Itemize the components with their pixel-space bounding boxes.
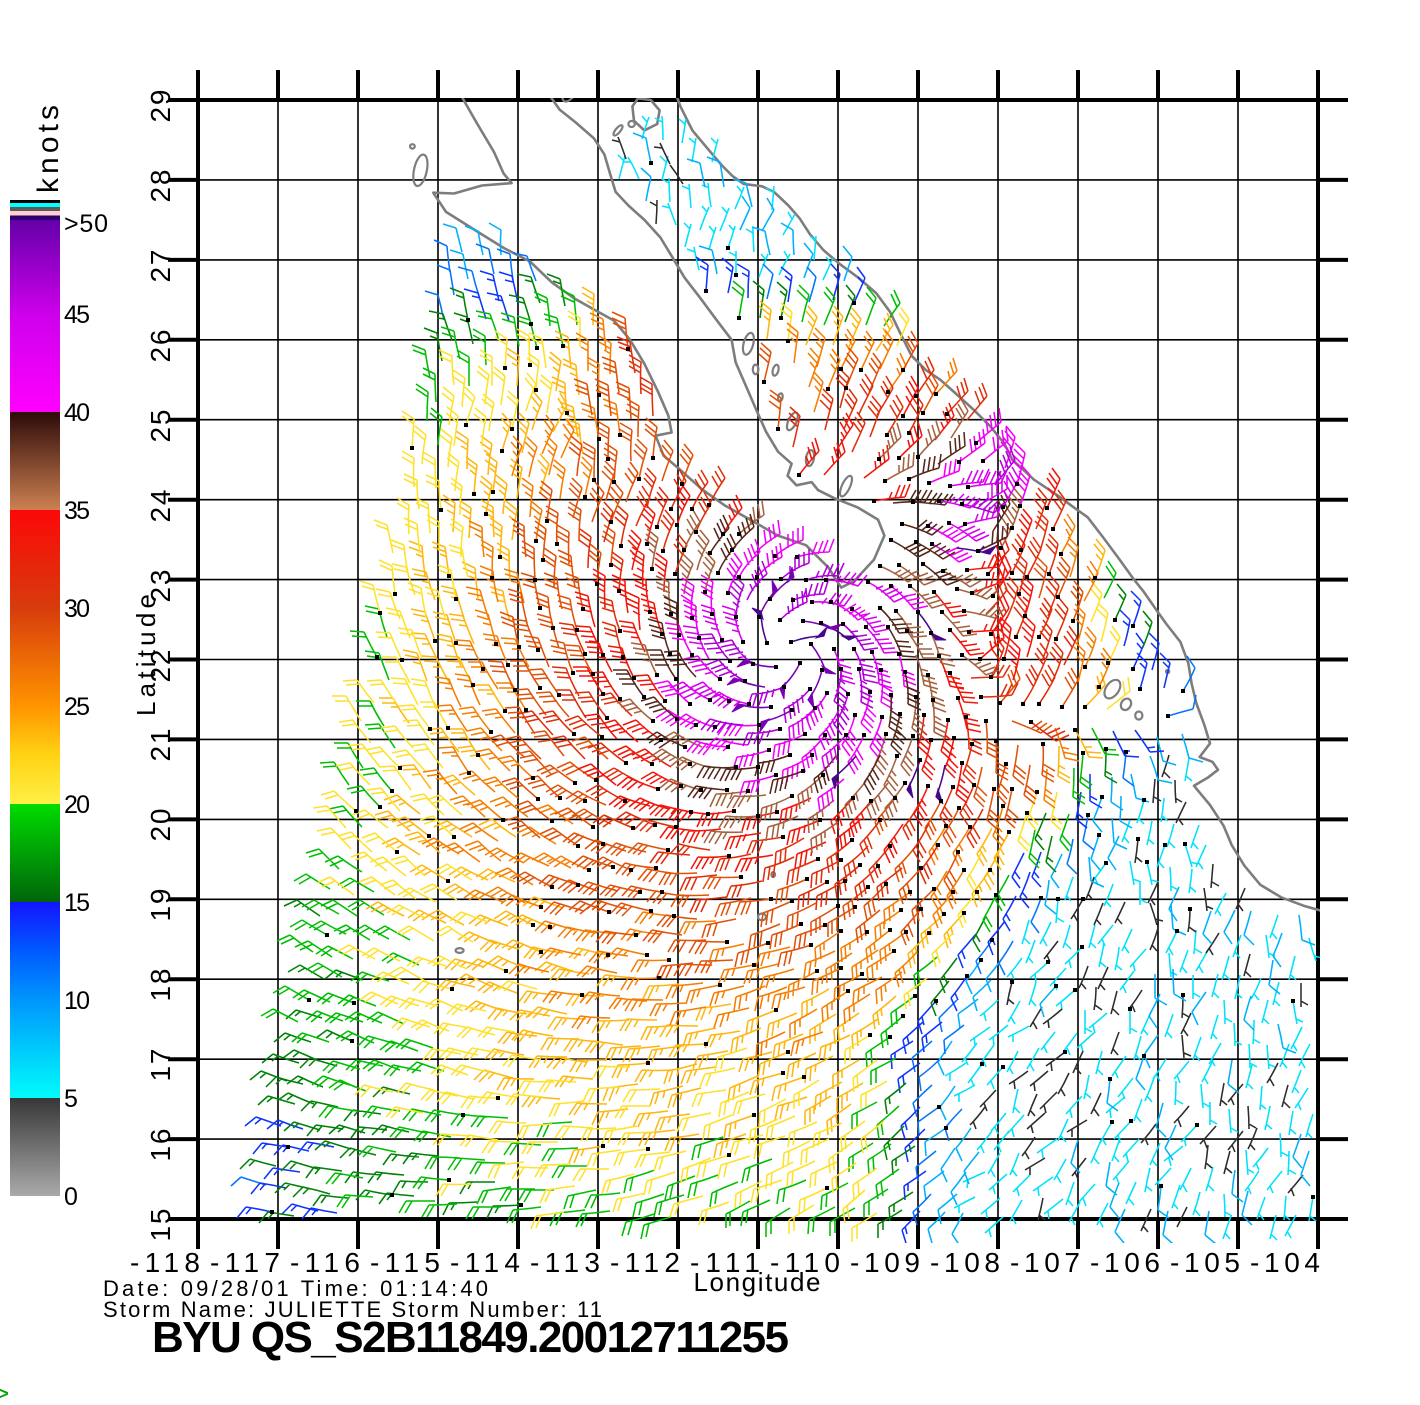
svg-text:knots: knots	[32, 105, 65, 193]
svg-text:BYU QS_S2B11849.20012711255: BYU QS_S2B11849.20012711255	[152, 1313, 789, 1362]
svg-text:0: 0	[64, 1183, 78, 1211]
svg-text:20: 20	[64, 791, 90, 819]
svg-text:>50: >50	[64, 210, 108, 238]
svg-text:Date: 09/28/01 Time: 01:1: Date: 09/28/01 Time: 01:14:40	[103, 1276, 488, 1301]
svg-text:18: 18	[145, 969, 176, 1002]
svg-text:Storm Name: JULIETTE Stor: Storm Name: JULIETTE Storm Number: 11	[103, 1297, 602, 1322]
svg-text:Longitude: Longitude	[694, 1267, 821, 1297]
svg-text:15: 15	[64, 889, 90, 917]
svg-text:24: 24	[145, 490, 176, 523]
svg-text:16: 16	[145, 1129, 176, 1162]
svg-text:26: 26	[145, 330, 176, 363]
svg-text:20: 20	[145, 809, 176, 842]
svg-text:17: 17	[145, 1049, 176, 1082]
svg-text:29: 29	[145, 90, 176, 123]
svg-text:30: 30	[64, 595, 90, 623]
svg-text:Latitude: Latitude	[131, 594, 161, 716]
svg-text:40: 40	[64, 399, 90, 427]
svg-text:10: 10	[64, 987, 90, 1015]
svg-text:45: 45	[64, 301, 90, 329]
svg-text:>: >	[0, 1378, 9, 1400]
svg-text:19: 19	[145, 889, 176, 922]
svg-text:23: 23	[145, 570, 176, 603]
svg-text:22: 22	[145, 650, 176, 683]
svg-text:27: 27	[145, 250, 176, 283]
svg-text:35: 35	[64, 497, 90, 525]
svg-text:21: 21	[145, 729, 176, 762]
svg-text:25: 25	[145, 410, 176, 443]
svg-text:28: 28	[145, 170, 176, 203]
svg-text:15: 15	[145, 1209, 176, 1242]
svg-text:25: 25	[64, 693, 90, 721]
svg-text:5: 5	[64, 1085, 78, 1113]
